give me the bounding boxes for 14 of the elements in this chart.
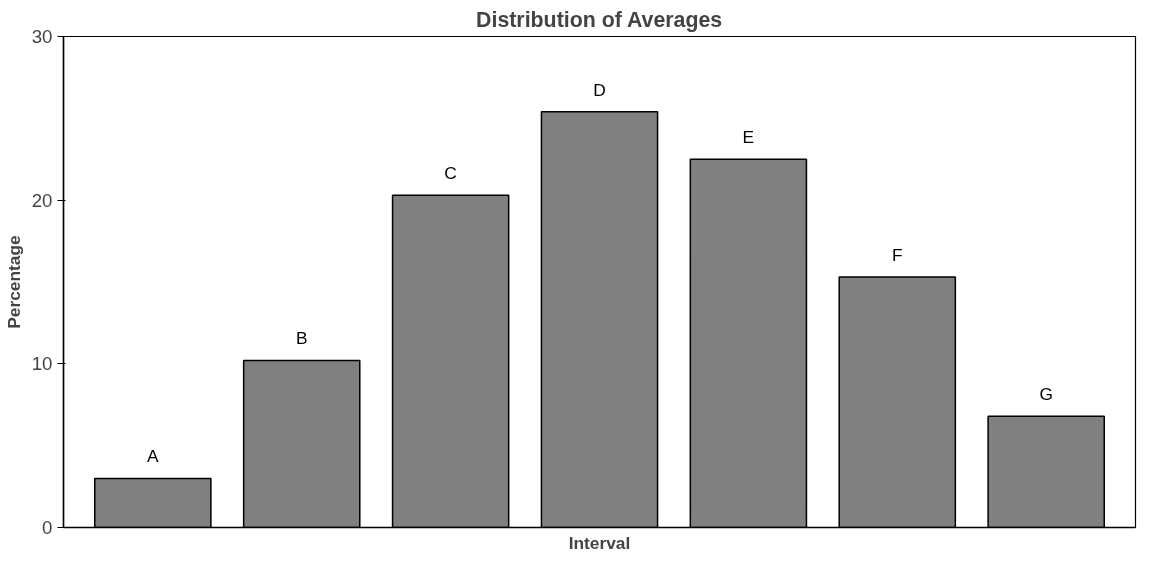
x-tick-label: A — [147, 446, 160, 467]
x-tick-label: E — [742, 126, 755, 147]
y-tick-label: 20 — [31, 189, 53, 211]
x-tick-label: F — [891, 244, 903, 265]
y-axis-title: Percentage — [3, 234, 24, 329]
y-tick-label: 10 — [31, 353, 53, 375]
x-tick-label: D — [593, 79, 606, 100]
y-tick-label: 30 — [31, 26, 53, 47]
y-tick-label: 0 — [42, 517, 53, 538]
x-tick-label: C — [444, 162, 457, 183]
chart-title: Distribution of Averages — [476, 7, 723, 32]
x-tick-label: B — [295, 328, 308, 349]
x-axis-title: Interval — [568, 532, 631, 553]
x-tick-label: G — [1039, 383, 1053, 404]
